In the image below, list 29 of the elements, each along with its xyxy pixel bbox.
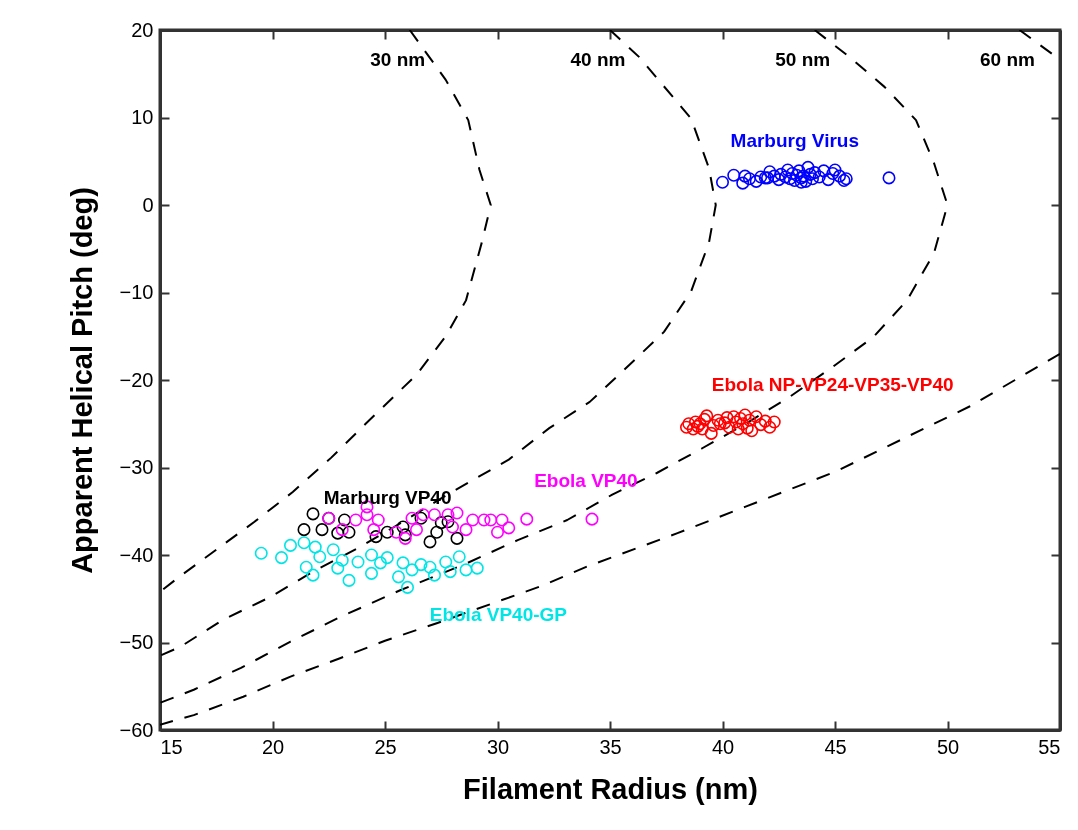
series-label: Ebola VP40-GP — [429, 604, 568, 626]
x-tick-label: 45 — [824, 735, 847, 758]
x-axis-title: Filament Radius (nm) — [463, 772, 758, 805]
y-tick-label: −50 — [119, 631, 154, 653]
series-label: Marburg Virus — [730, 130, 860, 152]
x-tick-label: 25 — [374, 735, 397, 758]
x-tick-label: 35 — [599, 735, 622, 758]
x-tick-label: 55 — [1038, 735, 1061, 758]
series-label: 30 nm — [370, 49, 426, 70]
y-tick-label: −10 — [119, 281, 154, 303]
series-label: Marburg VP40 — [323, 486, 452, 508]
x-tick-label: 30 — [486, 735, 510, 758]
x-tick-label: 15 — [160, 735, 183, 758]
x-tick-label: 50 — [936, 735, 960, 758]
y-tick-label: 0 — [142, 193, 154, 216]
y-tick-label: −60 — [119, 718, 154, 741]
series-label: Ebola NP-VP24-VP35-VP40 — [711, 374, 954, 395]
y-axis-title: Apparent Helical Pitch (deg) — [65, 187, 98, 574]
x-tick-label: 20 — [261, 735, 285, 758]
y-tick-label: 20 — [131, 18, 154, 41]
y-tick-label: 10 — [131, 106, 154, 128]
x-tick-label: 40 — [711, 735, 735, 758]
y-tick-label: −20 — [119, 368, 154, 391]
series-label: Ebola VP40 — [534, 469, 638, 491]
y-tick-label: −30 — [119, 456, 154, 478]
series-label: 40 nm — [570, 49, 626, 70]
y-tick-label: −40 — [119, 543, 154, 566]
series-label: 50 nm — [775, 49, 831, 70]
series-label: 60 nm — [980, 49, 1035, 70]
